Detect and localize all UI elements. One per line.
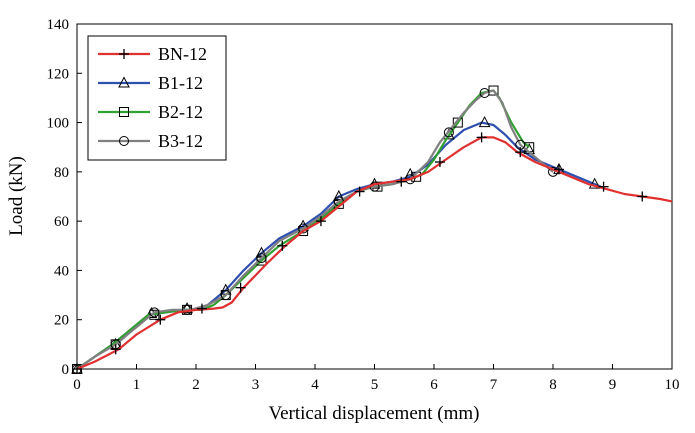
data-point <box>588 177 601 189</box>
legend-label: B2-12 <box>158 102 203 122</box>
data-point <box>277 240 288 251</box>
x-tick-label: 3 <box>252 377 260 393</box>
data-point <box>354 186 365 197</box>
legend-label: BN-12 <box>158 44 207 64</box>
legend-marker <box>119 49 129 59</box>
x-tick-label: 7 <box>490 377 498 393</box>
legend-label: B3-12 <box>158 131 203 151</box>
legend-item: B1-12 <box>98 73 203 93</box>
x-tick-label: 6 <box>430 377 438 393</box>
y-tick-label: 140 <box>47 17 70 33</box>
x-tick-label: 9 <box>609 377 617 393</box>
data-point <box>220 290 231 301</box>
data-point <box>637 191 648 202</box>
x-axis-title: Vertical displacement (mm) <box>268 403 479 424</box>
data-point <box>479 88 490 98</box>
data-point <box>488 85 499 96</box>
data-point <box>181 302 193 314</box>
legend-box <box>87 35 227 161</box>
x-tick-label: 10 <box>665 377 680 393</box>
y-tick-label: 20 <box>54 313 69 329</box>
data-point <box>396 176 407 187</box>
data-point <box>256 253 267 264</box>
legend: BN-12 B1-12 B2-12 B3-12 <box>87 35 227 161</box>
data-point <box>196 303 207 314</box>
x-tick-label: 0 <box>73 377 81 393</box>
data-point <box>478 115 491 128</box>
y-tick-label: 100 <box>47 116 70 132</box>
data-point <box>110 344 121 355</box>
legend-marker <box>118 76 130 88</box>
legend-item: B3-12 <box>98 131 203 151</box>
data-point <box>256 255 267 266</box>
data-point <box>515 147 526 158</box>
x-tick-label: 8 <box>549 377 557 393</box>
data-point <box>452 117 463 128</box>
y-tick-label: 40 <box>54 263 69 279</box>
data-point <box>443 127 454 138</box>
legend-marker <box>119 107 129 117</box>
legend-item: B2-12 <box>98 102 203 122</box>
data-point <box>235 282 246 293</box>
data-point <box>155 314 166 325</box>
y-axis-title: Load (kN) <box>6 156 27 236</box>
data-point <box>434 157 445 167</box>
y-tick-label: 60 <box>54 214 69 230</box>
legend-item: BN-12 <box>98 44 207 64</box>
y-tick-label: 120 <box>47 66 70 82</box>
x-tick-label: 5 <box>371 377 379 393</box>
y-tick-label: 80 <box>54 165 69 181</box>
x-tick-label: 4 <box>311 377 319 393</box>
data-point <box>553 164 564 175</box>
x-tick-label: 1 <box>133 377 141 393</box>
series-line <box>76 89 530 370</box>
series-layer <box>71 85 673 374</box>
x-tick-label: 2 <box>192 377 200 393</box>
series-line <box>76 136 673 371</box>
legend-marker <box>119 136 129 146</box>
data-point <box>476 132 487 143</box>
y-tick-label: 0 <box>62 362 70 378</box>
data-point <box>149 307 160 318</box>
data-point <box>598 181 609 192</box>
data-point <box>315 216 326 227</box>
legend-label: B1-12 <box>158 73 203 93</box>
